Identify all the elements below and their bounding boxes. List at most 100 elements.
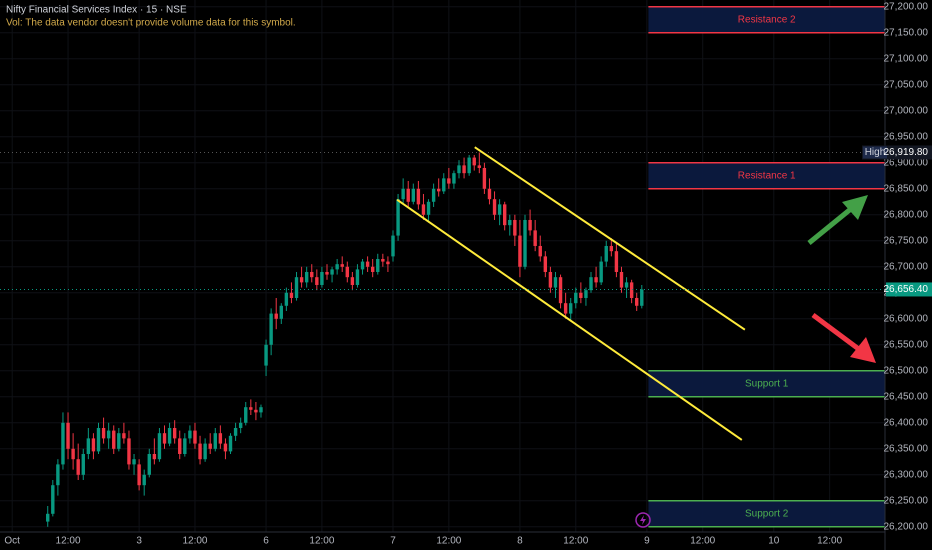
candle-body: [46, 513, 50, 522]
zone-label: Support 1: [745, 378, 789, 389]
candle-body: [142, 474, 146, 486]
lightning-icon: [635, 512, 651, 528]
y-tick-label: 26,200.00: [884, 521, 929, 532]
candle-body: [538, 245, 542, 257]
candle-body: [614, 251, 619, 272]
zone: [648, 370, 885, 397]
candle-body: [370, 266, 375, 272]
x-tick-label: 3: [136, 536, 142, 547]
candle-body: [152, 453, 157, 460]
candle-body: [122, 433, 126, 439]
y-tick-label: 26,600.00: [884, 313, 929, 324]
candle-body: [421, 204, 426, 215]
candle-body: [345, 266, 349, 278]
candle-body: [477, 165, 482, 168]
candle-body: [548, 271, 553, 288]
candle-body: [208, 443, 212, 449]
candle-body: [553, 277, 558, 288]
candle-body: [274, 313, 278, 319]
y-tick-label: 27,100.00: [884, 53, 929, 64]
candle-body: [193, 430, 197, 444]
candle-body: [254, 409, 258, 413]
candle-body: [81, 453, 85, 475]
y-tick-label: 26,850.00: [884, 183, 929, 194]
x-tick-label: 12:00: [690, 536, 715, 547]
candle-body: [178, 438, 182, 454]
candle-body: [198, 443, 202, 460]
candles: [46, 152, 644, 527]
candle-body: [543, 256, 548, 272]
candle-body: [162, 433, 167, 444]
candle-body: [365, 261, 370, 267]
candle-body: [579, 292, 583, 298]
candle-body: [624, 282, 629, 288]
candle-body: [442, 178, 446, 192]
x-tick-label: 6: [263, 536, 269, 547]
candle-body: [340, 264, 344, 267]
candle-body: [132, 459, 136, 465]
candle-body: [183, 438, 187, 454]
y-tick-label: 26,400.00: [884, 417, 929, 428]
candle-body: [584, 290, 588, 298]
candle-body: [172, 427, 177, 439]
last-price-label: 26,656.40: [884, 284, 929, 295]
x-tick-label: 12:00: [817, 536, 842, 547]
last-price-tag: [886, 282, 932, 297]
candle-body: [640, 289, 644, 306]
y-tick-label: 26,350.00: [884, 443, 929, 454]
candle-body: [487, 188, 492, 200]
candle-body: [106, 430, 111, 439]
candle-body: [569, 303, 573, 314]
candle-body: [472, 157, 476, 166]
candle-body: [523, 219, 527, 267]
candle-body: [406, 188, 410, 202]
candle-body: [86, 438, 91, 454]
x-tick-label: 8: [517, 536, 523, 547]
candle-body: [513, 219, 517, 236]
zone-label: Resistance 2: [738, 14, 796, 25]
axes: 26,200.00 26,250.00 26,300.00 26,350.00 26,4…: [4, 1, 932, 547]
candle-body: [56, 464, 60, 486]
zone: [648, 162, 885, 189]
candle-body: [218, 433, 223, 444]
x-tick-label: 12:00: [309, 536, 334, 547]
candle-body: [96, 427, 101, 452]
candle-body: [594, 277, 598, 283]
y-tick-label: 26,700.00: [884, 261, 929, 272]
candle-body: [508, 219, 512, 226]
x-tick-label: 10: [768, 536, 780, 547]
candle-body: [502, 204, 507, 226]
candle-body: [61, 422, 65, 465]
candle-body: [213, 433, 217, 449]
candle-body: [289, 292, 294, 298]
candle-body: [386, 261, 390, 265]
candle-body: [167, 427, 172, 444]
candle-body: [376, 258, 380, 272]
candle-body: [335, 264, 339, 270]
candle-body: [436, 188, 441, 192]
x-tick-label: 7: [390, 536, 396, 547]
candle-body: [574, 292, 578, 304]
y-tick-label: 26,950.00: [884, 131, 929, 142]
y-tick-label: 26,800.00: [884, 209, 929, 220]
candle-body: [304, 271, 309, 283]
candle-body: [325, 271, 329, 275]
candle-body: [320, 271, 324, 285]
candle-body: [91, 438, 96, 452]
x-tick-label: 12:00: [56, 536, 81, 547]
overlay: [0, 146, 885, 441]
candle-body: [259, 407, 263, 413]
candle-body: [619, 271, 624, 288]
chart-subtitle: Vol: The data vendor doesn't provide vol…: [6, 18, 296, 29]
candle-body: [482, 167, 487, 189]
candle-body: [157, 433, 162, 460]
candle-body: [299, 277, 304, 283]
candle-body: [426, 201, 431, 215]
y-tick-label: 26,550.00: [884, 339, 929, 350]
candle-body: [310, 271, 314, 278]
candle-body: [294, 277, 299, 298]
candle-body: [238, 422, 243, 428]
channel-line: [396, 198, 743, 441]
candle-body: [269, 313, 273, 345]
